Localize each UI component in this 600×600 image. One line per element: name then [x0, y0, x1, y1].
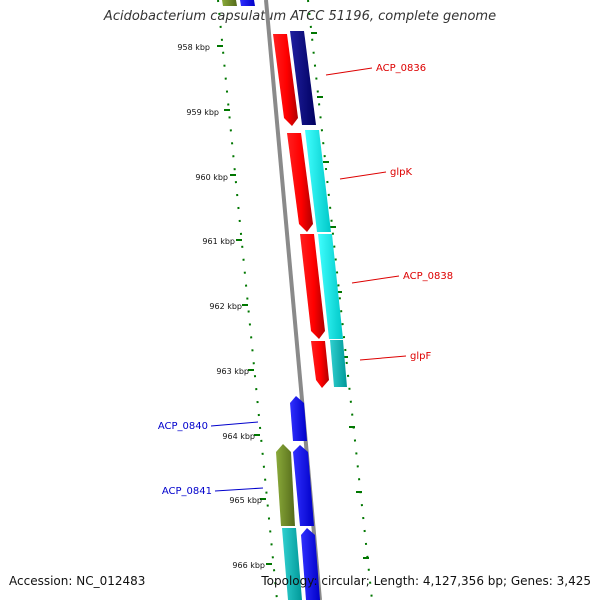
gene-blue-0840[interactable] — [290, 396, 307, 441]
tick-label: 963 kbp — [216, 367, 249, 376]
gene-label-acp-0838[interactable]: ACP_0838 — [403, 271, 453, 282]
gene-cyan-0838[interactable] — [318, 234, 343, 339]
tick-label: 966 kbp — [232, 561, 265, 570]
tick-label: 960 kbp — [195, 173, 228, 182]
gene-red-0836[interactable] — [273, 34, 298, 126]
genome-summary-text: Topology: circular; Length: 4,127,356 bp… — [261, 574, 591, 588]
left-scale-ruler — [217, 0, 278, 600]
gene-red-glpf[interactable] — [311, 341, 329, 388]
right-major-ticks — [311, 32, 369, 559]
gene-labels: ACP_0836 glpK ACP_0838 glpF ACP_0840 ACP… — [158, 63, 453, 497]
gene-label-glpf[interactable]: glpF — [410, 351, 431, 362]
tick-label: 962 kbp — [209, 302, 242, 311]
tick-labels: 958 kbp 959 kbp 960 kbp 961 kbp 962 kbp … — [177, 43, 265, 570]
tick-label: 959 kbp — [186, 108, 219, 117]
gene-cyan-glpk[interactable] — [305, 130, 331, 232]
accession-text: Accession: NC_012483 — [9, 574, 146, 588]
gene-label-acp-0841[interactable]: ACP_0841 — [162, 486, 212, 497]
gene-blue-bottom[interactable] — [301, 528, 320, 600]
gene-olive-0841[interactable] — [276, 444, 295, 526]
gene-teal-glpf[interactable] — [330, 340, 347, 387]
gene-label-acp-0836[interactable]: ACP_0836 — [376, 63, 426, 74]
gene-navy-0836[interactable] — [290, 31, 316, 125]
tick-label: 964 kbp — [222, 432, 255, 441]
tick-label: 961 kbp — [202, 237, 235, 246]
gene-label-acp-0840[interactable]: ACP_0840 — [158, 421, 208, 432]
gene-blue-0841[interactable] — [293, 445, 314, 526]
gene-blue-top[interactable] — [240, 0, 255, 6]
tick-label: 958 kbp — [177, 43, 210, 52]
left-major-ticks — [217, 45, 272, 565]
map-title: Acidobacterium capsulatum ATCC 51196, co… — [103, 9, 497, 24]
gene-red-glpk[interactable] — [287, 133, 313, 232]
gene-olive-top[interactable] — [222, 0, 237, 6]
gene-red-0838[interactable] — [300, 234, 325, 339]
label-leaders — [210, 67, 407, 492]
gene-label-glpk[interactable]: glpK — [390, 167, 412, 178]
gene-teal-bottom[interactable] — [282, 528, 302, 600]
tick-label: 965 kbp — [229, 496, 262, 505]
